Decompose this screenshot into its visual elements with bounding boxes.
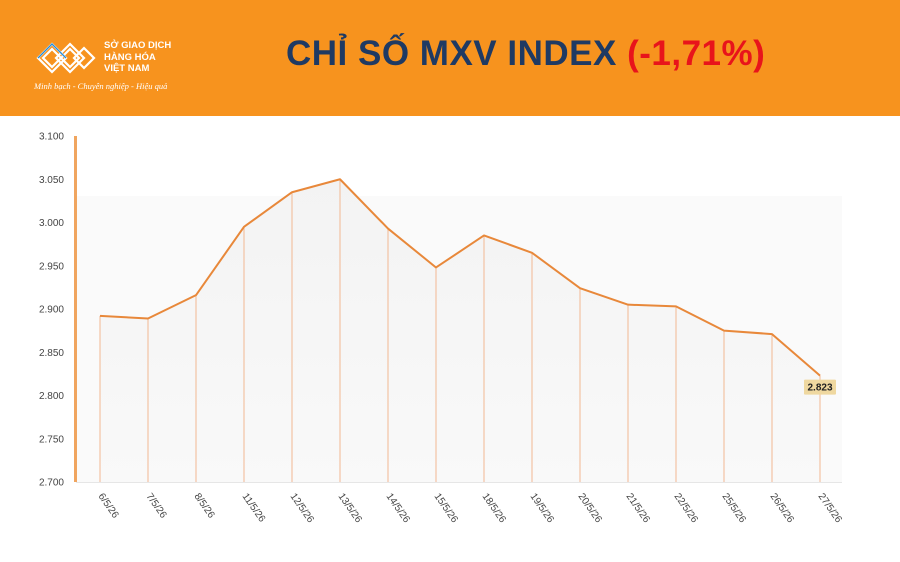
x-tick-label: 7/5/26 xyxy=(144,491,169,520)
series-line xyxy=(99,178,821,377)
y-tick-label: 2.900 xyxy=(39,305,64,316)
logo-mark-icon xyxy=(36,42,96,74)
y-tick-label: 2.950 xyxy=(39,261,64,272)
x-tick-label: 11/5/26 xyxy=(240,491,268,524)
y-tick-label: 3.100 xyxy=(39,132,64,143)
y-tick-label: 3.000 xyxy=(39,218,64,229)
x-tick-label: 20/5/26 xyxy=(576,491,604,525)
title-main: CHỈ SỐ MXV INDEX xyxy=(286,34,617,73)
y-tick-label: 2.800 xyxy=(39,391,64,402)
logo-tagline: Minh bạch - Chuyên nghiệp - Hiệu quả xyxy=(34,81,168,91)
x-tick-label: 15/5/26 xyxy=(432,491,460,525)
line-chart: 2.700 2.750 2.800 2.850 2.900 2.950 3.000 3.050… xyxy=(39,132,844,526)
logo-name-line-1: SỞ GIAO DỊCH xyxy=(104,40,172,51)
x-tick-label: 25/5/26 xyxy=(720,491,748,525)
x-tick-label: 19/5/26 xyxy=(528,491,556,525)
x-tick-label: 8/5/26 xyxy=(192,491,217,520)
y-tick-label: 3.050 xyxy=(39,175,64,186)
logo-name-line-2: HÀNG HÓA xyxy=(104,51,156,63)
chart-panel: 2.700 2.750 2.800 2.850 2.900 2.950 3.000 3.050… xyxy=(0,116,900,562)
title-change: (-1,71%) xyxy=(627,34,766,73)
last-value-label-text: 2.823 xyxy=(807,383,832,394)
x-tick-label: 22/5/26 xyxy=(672,491,700,525)
x-tick-label: 6/5/26 xyxy=(96,491,121,520)
header-banner: SỞ GIAO DỊCH HÀNG HÓA VIỆT NAM Minh bạch… xyxy=(0,0,900,116)
x-tick-label: 21/5/26 xyxy=(624,491,652,525)
x-tick-label: 27/5/26 xyxy=(816,491,844,525)
logo-name-line-3: VIỆT NAM xyxy=(104,63,150,74)
y-tick-label: 2.850 xyxy=(39,348,64,359)
x-tick-label: 12/5/26 xyxy=(288,491,316,525)
y-tick-label: 2.750 xyxy=(39,434,64,445)
logo-name: SỞ GIAO DỊCH HÀNG HÓA VIỆT NAM xyxy=(104,40,204,75)
last-value-label-bg xyxy=(804,379,836,395)
series-area xyxy=(100,179,820,482)
x-tick-label: 14/5/26 xyxy=(384,491,412,525)
mxv-logo: SỞ GIAO DỊCH HÀNG HÓA VIỆT NAM Minh bạch… xyxy=(34,38,194,98)
y-tick-label: 2.700 xyxy=(39,478,64,489)
x-tick-label: 13/5/26 xyxy=(336,491,364,525)
page-title: CHỈ SỐ MXV INDEX (-1,71%) xyxy=(286,32,765,76)
x-tick-label: 18/5/26 xyxy=(480,491,508,525)
x-tick-label: 26/5/26 xyxy=(768,491,796,525)
y-axis-line xyxy=(74,136,77,482)
last-value-label: 2.823 xyxy=(804,379,836,395)
